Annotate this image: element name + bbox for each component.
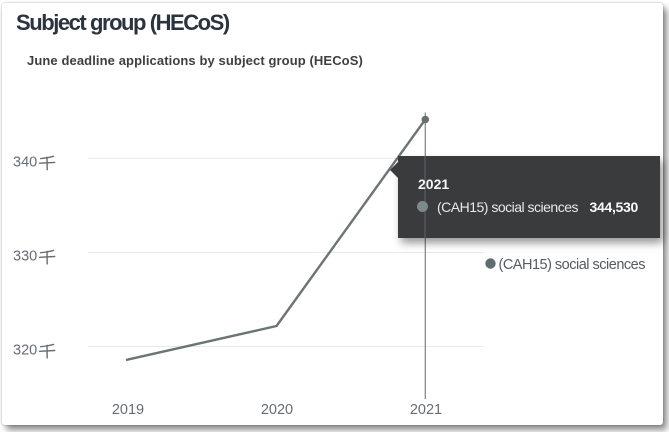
svg-text:2019: 2019 [112,402,144,418]
svg-text:(CAH15) social sciences: (CAH15) social sciences [499,257,646,273]
svg-text:320: 320 [13,343,37,359]
svg-text:340: 340 [13,155,37,171]
svg-text:2020: 2020 [261,402,293,418]
svg-text:330: 330 [13,249,37,265]
svg-text:2021: 2021 [410,402,442,418]
